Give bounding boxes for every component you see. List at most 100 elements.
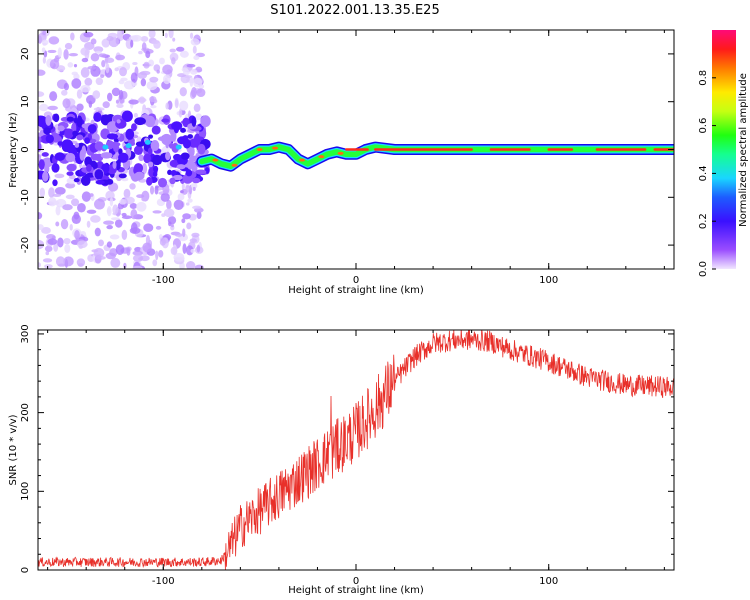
spectrogram-noise-blob — [114, 67, 119, 72]
spectrogram-band-blob — [165, 151, 171, 161]
spectrogram-band-blob — [118, 152, 129, 163]
spectrogram-noise-blob — [63, 49, 69, 60]
spectrogram-band-blob — [147, 161, 154, 168]
spectrogram-noise-blob — [41, 226, 51, 234]
snr-ticks: -100 0 100 0 100 200 300 — [20, 324, 674, 587]
spectrogram-band-blob — [100, 152, 113, 159]
spectrogram-noise-blob — [165, 102, 169, 110]
spectrogram-band-blob — [159, 180, 166, 186]
spectrogram-ridge-spot — [299, 158, 306, 162]
spectrogram-noise-blob — [126, 247, 131, 256]
spectrogram-noise-blob — [185, 245, 194, 256]
spectrogram-noise-blob — [185, 261, 196, 269]
spectrogram-band-blob — [182, 138, 191, 149]
spectrogram-noise-blob — [80, 47, 90, 56]
spectrogram-band-blob — [185, 169, 193, 177]
spectrogram-noise-blob — [190, 69, 198, 75]
spectrogram-noise-blob — [179, 87, 187, 97]
spectrogram-noise-blob — [55, 205, 61, 216]
spectrogram-noise-blob — [62, 98, 71, 109]
spectrogram-noise-blob — [87, 65, 97, 70]
spectrogram-noise-blob — [86, 95, 96, 105]
spectrogram-noise-blob — [123, 262, 127, 269]
spectrogram-noise-blob — [38, 262, 41, 268]
spectrogram-noise-blob — [76, 103, 84, 112]
ytick-label: 100 — [20, 482, 31, 501]
spectrogram-band-blob — [38, 136, 42, 143]
spectrogram-band-blob — [135, 141, 145, 147]
spectrogram-noise-blob — [172, 37, 176, 42]
spectrogram-band-blob — [72, 130, 78, 137]
colorbar-tick-label: 0.6 — [698, 118, 709, 134]
spectrogram-noise-blob — [77, 202, 86, 213]
spectrogram-noise-blob — [76, 89, 83, 99]
colorbar-label: Normalized spectral amplitude — [738, 73, 749, 227]
spectrogram-noise-blob — [196, 88, 206, 97]
spectrogram-noise-blob — [63, 256, 74, 267]
xtick-label: -100 — [152, 275, 175, 286]
spectrogram-noise-blob — [153, 40, 161, 49]
spectrogram-noise-blob — [38, 239, 45, 250]
spectrogram-noise-blob — [187, 198, 193, 203]
spectrogram-noise-blob — [152, 259, 158, 267]
spectrogram-band-blob — [87, 124, 97, 134]
spectrogram-noise-blob — [81, 191, 91, 202]
spectrogram-noise-blob — [164, 32, 168, 39]
snr-line — [38, 330, 674, 570]
spectrogram-noise-blob — [76, 258, 86, 267]
colorbar-ticks: 0.0 0.2 0.4 0.6 0.8 — [698, 70, 716, 277]
spectrogram-band-blob — [176, 164, 186, 170]
spectrogram-hot-spot — [102, 144, 109, 150]
spectrogram-band-blob — [180, 152, 190, 160]
spectrogram-noise-blob — [88, 100, 93, 108]
spectrogram-band-blob — [74, 142, 80, 148]
spectrogram-noise-blob — [67, 62, 74, 68]
colorbar-tick-label: 0.8 — [698, 70, 709, 86]
spectrogram-noise-blob — [190, 182, 198, 189]
spectrogram-band-blob — [133, 166, 138, 175]
spectrogram-noise-blob — [69, 223, 73, 231]
ytick-label: -10 — [20, 189, 31, 205]
spectrogram-noise-blob — [159, 237, 166, 246]
colorbar-tick-label: 0.2 — [698, 213, 709, 229]
spectrogram-noise-blob — [61, 89, 68, 96]
ytick-label: 0 — [20, 567, 31, 573]
spectrogram-noise-blob — [170, 223, 174, 228]
spectrogram-xlabel: Height of straight line (km) — [288, 285, 424, 296]
spectrogram-ridge-spot — [212, 158, 219, 162]
spectrogram-noise-blob — [48, 187, 55, 198]
spectrogram-noise-blob — [93, 247, 105, 258]
spectrogram-noise-blob — [94, 198, 105, 210]
spectrogram-noise-blob — [106, 208, 111, 214]
spectrogram-noise-blob — [138, 96, 146, 104]
spectrogram-band-blob — [93, 112, 102, 123]
spectrogram-noise-blob — [136, 194, 145, 199]
spectrogram-noise-blob — [119, 67, 127, 77]
spectrogram-band-blob — [65, 152, 76, 163]
spectrogram-noise-blob — [73, 211, 80, 220]
spectrogram-noise-blob — [195, 113, 203, 121]
spectrogram-noise-blob — [111, 87, 121, 97]
spectrogram-ridge-spot — [231, 163, 238, 167]
spectrogram-noise-blob — [181, 182, 185, 191]
spectrogram-noise-blob — [74, 230, 80, 240]
spectrogram-noise-blob — [121, 177, 129, 182]
spectrogram-band-blob — [112, 160, 117, 169]
spectrogram-noise-blob — [71, 71, 78, 76]
spectrogram-band-blob — [80, 175, 91, 186]
spectrogram-band-blob — [54, 152, 66, 161]
colorbar: 0.0 0.2 0.4 0.6 0.8 Normalized spectral ampl… — [698, 30, 749, 277]
spectrogram-band-blob — [167, 169, 172, 175]
spectrogram-noise-blob — [191, 87, 198, 98]
ytick-label: 0 — [20, 146, 31, 152]
spectrogram-noise-blob — [179, 190, 184, 194]
spectrogram-noise-blob — [81, 57, 89, 63]
spectrogram-band-blob — [66, 116, 75, 122]
spectrogram-noise-blob — [163, 74, 171, 85]
spectrogram-noise-blob — [48, 197, 57, 207]
spectrogram-hot-spot — [144, 139, 151, 145]
spectrogram-band-blob — [134, 171, 145, 181]
spectrogram-noise-blob — [191, 232, 200, 238]
spectrogram-band-blob — [57, 125, 65, 132]
spectrogram-noise-blob — [109, 234, 120, 240]
